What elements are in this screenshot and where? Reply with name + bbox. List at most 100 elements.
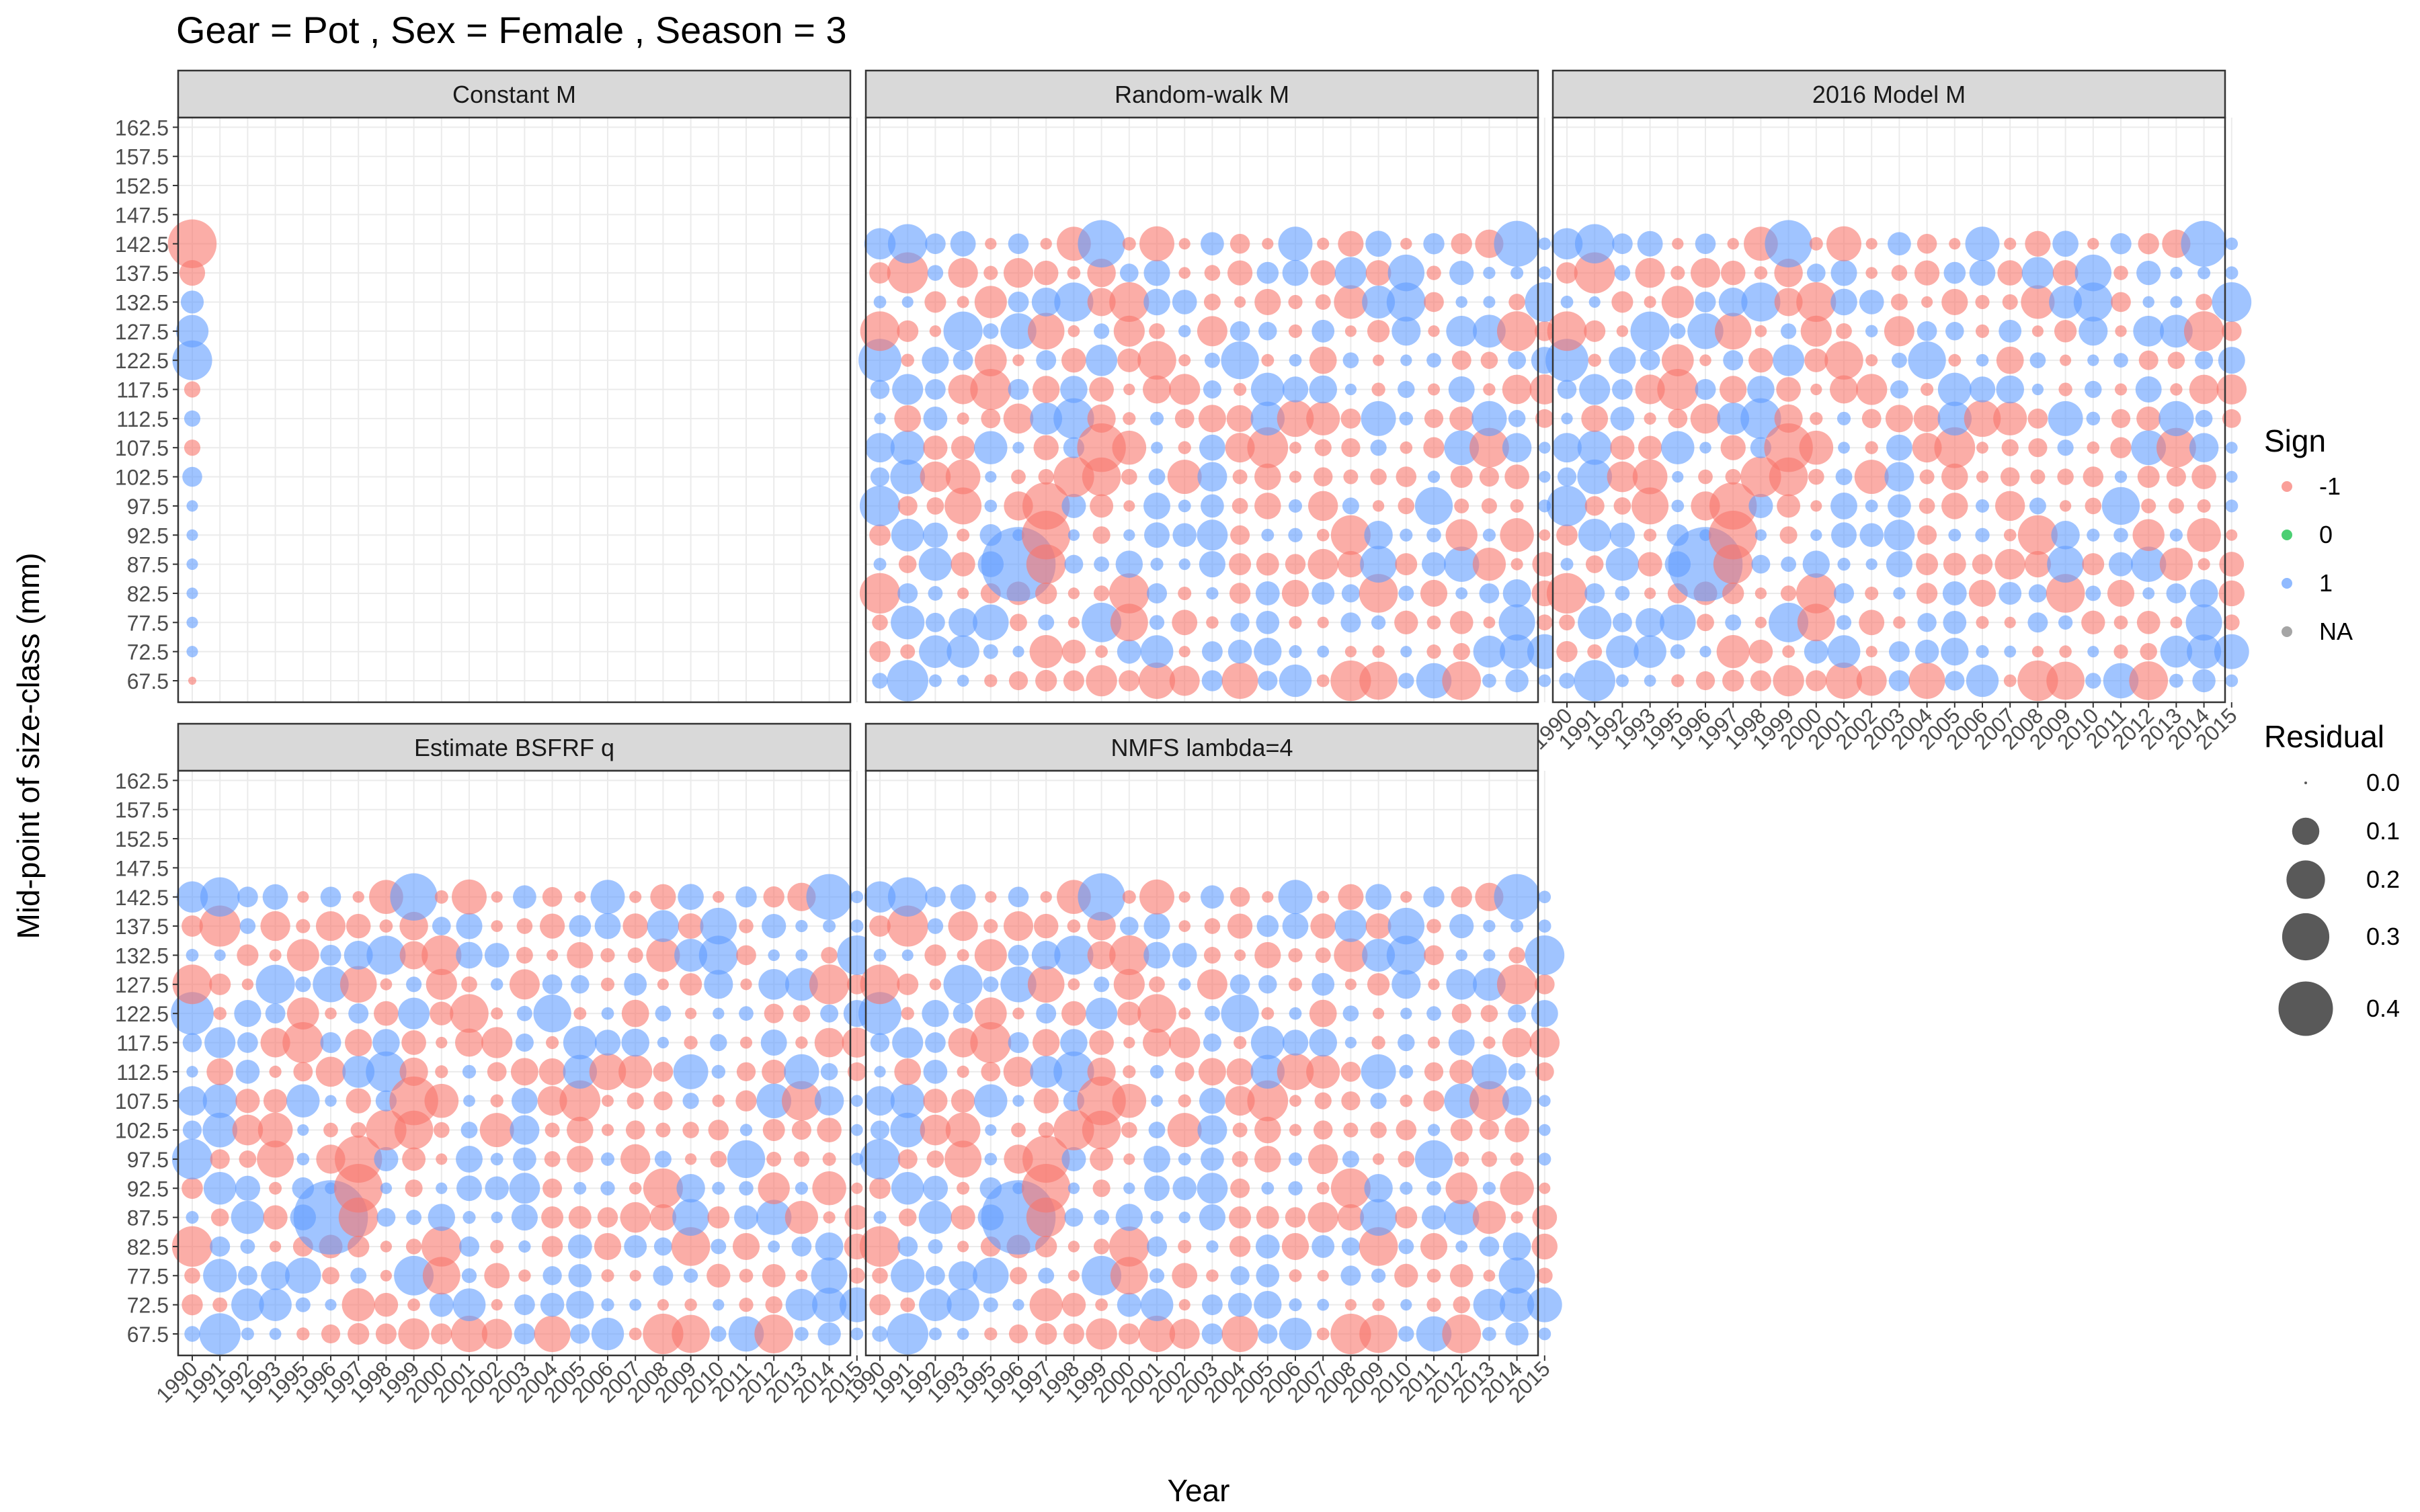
data-point xyxy=(1584,320,1606,342)
data-point xyxy=(1975,294,1990,310)
data-point xyxy=(1964,400,2001,437)
data-point xyxy=(1634,635,1666,668)
data-point xyxy=(1365,884,1392,911)
data-point xyxy=(1008,886,1029,908)
data-point xyxy=(1370,1122,1387,1138)
data-point xyxy=(1310,913,1336,939)
data-point xyxy=(1483,1269,1496,1282)
data-point xyxy=(1198,405,1226,433)
data-point xyxy=(2003,674,2017,687)
data-point xyxy=(1172,1263,1198,1289)
data-point xyxy=(1172,523,1197,548)
data-point xyxy=(511,1204,538,1231)
data-point xyxy=(1288,294,1303,310)
data-point xyxy=(2225,442,2238,454)
data-point xyxy=(1139,226,1174,261)
data-point xyxy=(887,224,928,264)
data-point xyxy=(1539,1182,1551,1194)
data-point xyxy=(1012,1095,1024,1107)
data-point xyxy=(1773,344,1805,376)
data-point xyxy=(1090,494,1114,518)
facet-panel: Random-walk M xyxy=(858,69,1565,704)
data-point xyxy=(286,997,319,1030)
data-point xyxy=(1428,978,1440,991)
data-point xyxy=(1556,262,1578,284)
data-point xyxy=(235,1059,260,1084)
data-point xyxy=(601,1269,614,1282)
data-point xyxy=(1003,403,1034,434)
data-point xyxy=(1427,383,1441,396)
data-point xyxy=(1859,610,1885,636)
data-point xyxy=(897,1236,918,1257)
data-point xyxy=(1174,1062,1195,1082)
data-point xyxy=(171,1138,213,1180)
data-point xyxy=(850,1327,864,1341)
data-point xyxy=(511,1087,538,1114)
y-tick-label: 127.5 xyxy=(115,320,169,344)
data-point xyxy=(1203,293,1221,310)
data-point xyxy=(1206,587,1219,600)
data-point xyxy=(1250,1054,1285,1089)
data-point xyxy=(1330,1313,1371,1355)
data-point xyxy=(1203,946,1221,964)
data-point xyxy=(1306,401,1340,435)
data-point xyxy=(768,949,780,962)
data-point xyxy=(539,913,565,939)
data-point xyxy=(1341,1237,1360,1256)
data-point xyxy=(684,1036,698,1050)
data-point xyxy=(1146,583,1168,603)
data-point xyxy=(700,907,737,945)
data-point xyxy=(762,913,787,939)
data-point xyxy=(323,1122,338,1138)
data-point xyxy=(1119,917,1139,935)
data-point xyxy=(398,1318,430,1350)
data-point xyxy=(795,1327,809,1341)
data-point xyxy=(850,1095,863,1107)
data-point xyxy=(594,1030,621,1056)
data-point xyxy=(920,1114,951,1146)
data-point xyxy=(2212,282,2252,322)
data-point xyxy=(1254,463,1281,491)
data-point xyxy=(1781,556,1797,573)
data-point xyxy=(891,605,925,640)
data-point xyxy=(567,1234,592,1259)
data-point xyxy=(812,1171,846,1206)
data-point xyxy=(1067,919,1081,933)
data-point xyxy=(1373,1007,1385,1019)
data-point xyxy=(823,919,836,933)
data-point xyxy=(1614,265,1631,281)
data-point xyxy=(2141,498,2156,513)
data-point xyxy=(509,1173,540,1204)
data-point xyxy=(901,353,914,367)
data-point xyxy=(1727,238,1739,250)
data-point xyxy=(1937,372,1972,407)
data-point xyxy=(1112,1083,1147,1118)
data-point xyxy=(566,1290,594,1319)
data-point xyxy=(1279,664,1312,698)
data-point xyxy=(957,1328,969,1340)
data-point xyxy=(1426,528,1441,543)
data-point xyxy=(213,1007,227,1020)
data-point xyxy=(1150,558,1164,571)
data-point xyxy=(653,1237,672,1256)
data-point xyxy=(450,1315,488,1353)
data-point xyxy=(1178,891,1191,903)
data-point xyxy=(1254,1116,1281,1144)
data-point xyxy=(2049,285,2083,319)
data-point xyxy=(601,1298,614,1312)
data-point xyxy=(948,911,978,941)
data-point xyxy=(1777,494,1801,518)
data-point xyxy=(542,1266,562,1286)
data-point xyxy=(887,252,928,294)
data-point xyxy=(1138,1315,1176,1353)
data-point xyxy=(925,612,945,632)
data-point xyxy=(1769,602,1809,642)
data-point xyxy=(1508,410,1526,427)
data-point xyxy=(1008,671,1028,691)
data-point xyxy=(325,1299,337,1311)
data-point xyxy=(918,547,953,581)
data-point xyxy=(1695,379,1716,400)
data-point xyxy=(2214,634,2249,669)
data-point xyxy=(436,1036,448,1049)
data-point xyxy=(1399,411,1414,426)
